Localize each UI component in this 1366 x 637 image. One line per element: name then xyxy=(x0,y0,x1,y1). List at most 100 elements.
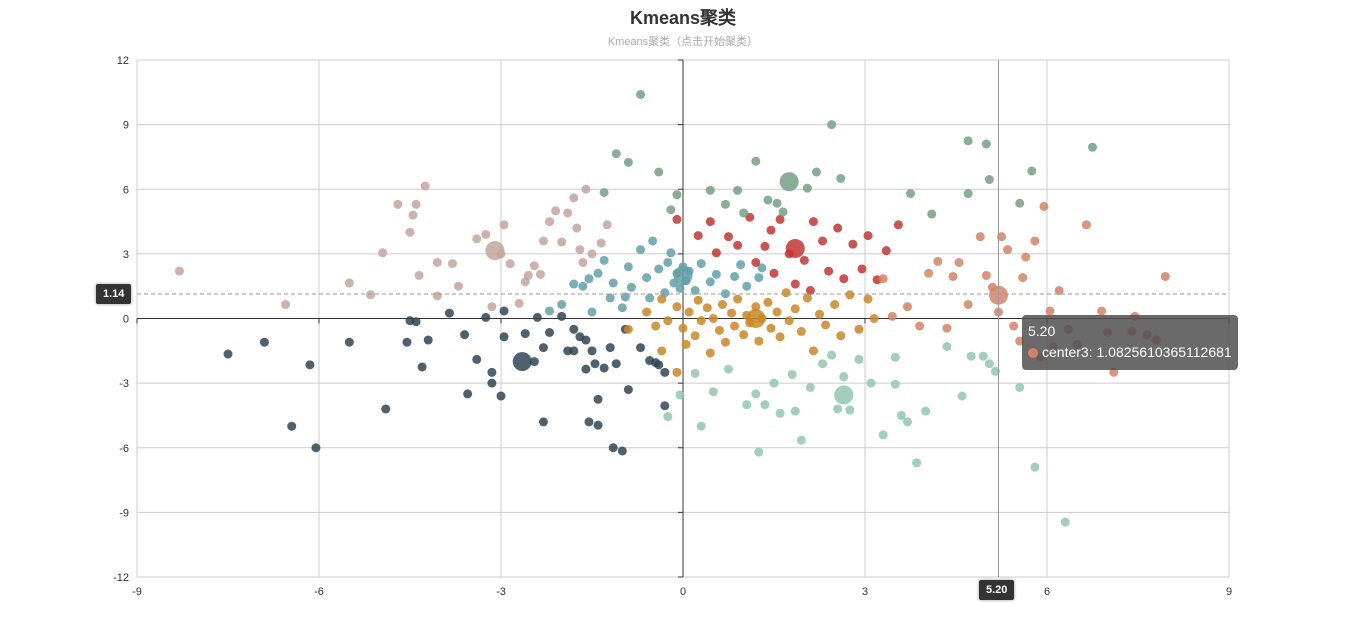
data-point[interactable] xyxy=(344,337,354,347)
data-point[interactable] xyxy=(593,420,603,430)
cluster-center-point[interactable] xyxy=(785,238,805,258)
data-point[interactable] xyxy=(529,261,539,271)
data-point[interactable] xyxy=(578,281,588,291)
data-point[interactable] xyxy=(708,314,718,323)
cluster-center-point[interactable] xyxy=(673,265,693,285)
data-point[interactable] xyxy=(942,323,952,333)
data-point[interactable] xyxy=(605,343,615,353)
data-point[interactable] xyxy=(827,120,837,130)
data-point[interactable] xyxy=(833,223,843,233)
data-point[interactable] xyxy=(772,198,782,208)
data-point[interactable] xyxy=(720,199,730,209)
cluster-center-point[interactable] xyxy=(485,241,505,261)
data-point[interactable] xyxy=(848,239,858,249)
data-point[interactable] xyxy=(675,283,685,293)
data-point[interactable] xyxy=(833,404,843,414)
data-point[interactable] xyxy=(963,136,973,146)
cluster-center-point[interactable] xyxy=(834,385,854,405)
data-point[interactable] xyxy=(599,363,609,373)
data-point[interactable] xyxy=(690,368,700,378)
data-point[interactable] xyxy=(223,349,233,359)
data-point[interactable] xyxy=(499,220,509,230)
data-point[interactable] xyxy=(605,293,615,303)
data-point[interactable] xyxy=(620,292,630,302)
data-point[interactable] xyxy=(742,400,752,410)
data-point[interactable] xyxy=(742,281,752,291)
data-point[interactable] xyxy=(666,248,676,258)
data-point[interactable] xyxy=(411,317,421,327)
data-point[interactable] xyxy=(890,379,900,389)
data-point[interactable] xyxy=(174,266,184,276)
data-point[interactable] xyxy=(690,285,700,295)
data-point[interactable] xyxy=(1015,336,1025,346)
cluster-center-point[interactable] xyxy=(746,309,766,328)
data-point[interactable] xyxy=(808,217,818,227)
data-point[interactable] xyxy=(790,406,800,416)
data-point[interactable] xyxy=(617,446,627,456)
data-point[interactable] xyxy=(775,214,785,224)
data-point[interactable] xyxy=(696,421,706,431)
data-point[interactable] xyxy=(538,417,548,427)
data-point[interactable] xyxy=(954,257,964,267)
data-point[interactable] xyxy=(963,189,973,199)
data-point[interactable] xyxy=(990,366,1000,376)
data-point[interactable] xyxy=(705,185,715,195)
data-point[interactable] xyxy=(997,232,1006,242)
data-point[interactable] xyxy=(393,199,403,209)
data-point[interactable] xyxy=(733,240,743,250)
data-point[interactable] xyxy=(529,357,539,367)
data-point[interactable] xyxy=(1160,271,1170,281)
data-point[interactable] xyxy=(1021,252,1031,262)
data-point[interactable] xyxy=(717,299,727,309)
data-point[interactable] xyxy=(751,302,761,312)
data-point[interactable] xyxy=(432,257,442,267)
data-point[interactable] xyxy=(754,273,764,283)
data-point[interactable] xyxy=(751,389,761,399)
data-point[interactable] xyxy=(581,335,591,345)
data-point[interactable] xyxy=(557,311,567,321)
data-point[interactable] xyxy=(863,294,873,304)
data-point[interactable] xyxy=(984,175,994,185)
data-point[interactable] xyxy=(411,199,421,209)
data-point[interactable] xyxy=(1081,220,1091,230)
data-point[interactable] xyxy=(660,367,670,377)
data-point[interactable] xyxy=(963,299,973,309)
data-point[interactable] xyxy=(499,306,509,316)
data-point[interactable] xyxy=(866,378,876,388)
data-point[interactable] xyxy=(481,229,491,239)
data-point[interactable] xyxy=(660,401,670,411)
data-point[interactable] xyxy=(975,232,985,242)
data-point[interactable] xyxy=(736,260,746,270)
data-point[interactable] xyxy=(636,343,646,353)
data-point[interactable] xyxy=(636,89,646,99)
data-point[interactable] xyxy=(545,217,555,227)
data-point[interactable] xyxy=(366,290,376,300)
data-point[interactable] xyxy=(802,293,812,303)
data-point[interactable] xyxy=(805,382,815,392)
data-point[interactable] xyxy=(927,209,937,219)
data-point[interactable] xyxy=(623,157,633,167)
data-point[interactable] xyxy=(781,288,791,298)
data-point[interactable] xyxy=(617,303,627,313)
data-point[interactable] xyxy=(481,312,491,322)
data-point[interactable] xyxy=(447,259,457,269)
data-point[interactable] xyxy=(423,335,433,345)
data-point[interactable] xyxy=(654,264,664,274)
data-point[interactable] xyxy=(751,156,761,166)
data-point[interactable] xyxy=(708,387,718,397)
data-point[interactable] xyxy=(599,187,609,197)
data-point[interactable] xyxy=(1060,517,1070,527)
data-point[interactable] xyxy=(463,389,473,399)
data-point[interactable] xyxy=(751,257,761,267)
data-point[interactable] xyxy=(414,270,424,280)
data-point[interactable] xyxy=(902,302,912,312)
data-point[interactable] xyxy=(654,167,664,177)
data-point[interactable] xyxy=(405,227,415,237)
data-point[interactable] xyxy=(763,195,773,205)
data-point[interactable] xyxy=(514,298,524,308)
data-point[interactable] xyxy=(305,360,315,370)
data-point[interactable] xyxy=(584,274,594,284)
data-point[interactable] xyxy=(1009,321,1019,331)
data-point[interactable] xyxy=(608,278,618,288)
data-point[interactable] xyxy=(499,332,509,342)
